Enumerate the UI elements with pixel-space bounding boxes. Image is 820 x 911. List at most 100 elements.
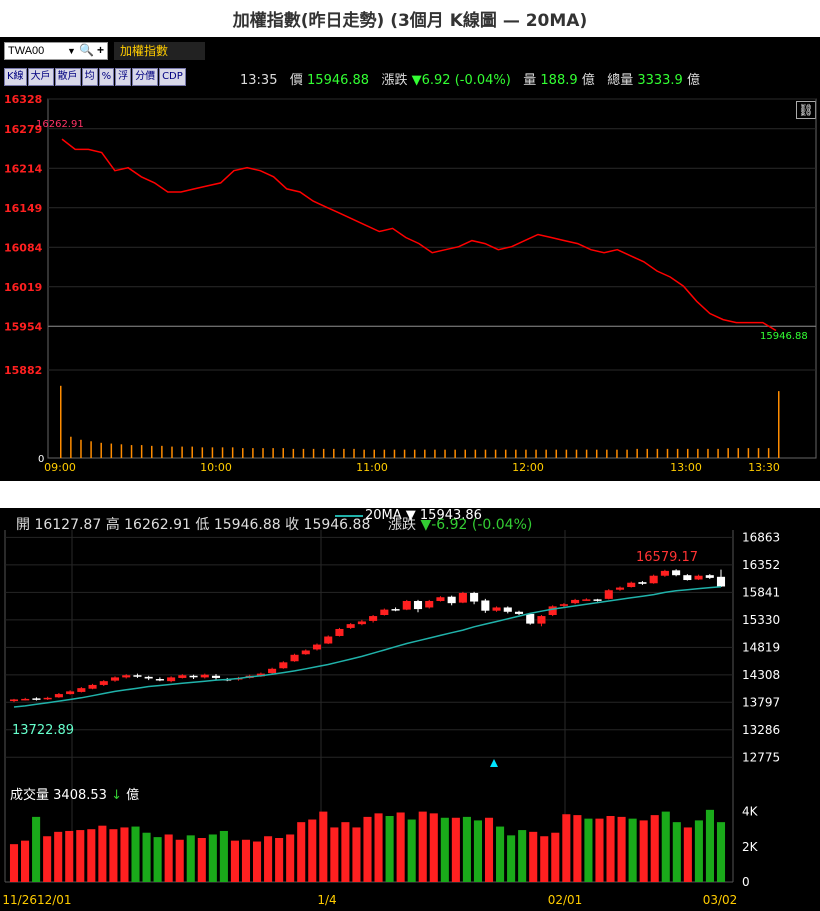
y-tick-label: 16863 [742,530,780,544]
volume-bar [606,816,615,882]
average-button[interactable]: 均 [81,68,98,86]
volume-bar [496,826,505,882]
candle-body [324,636,333,644]
candle-body [77,688,86,692]
volume-bar [676,448,679,458]
x-tick-label: 10:00 [200,461,232,474]
volume-bar [197,838,206,882]
volume-bar [221,447,224,458]
volume-bar [191,446,193,458]
y-tick-label: 14308 [742,668,780,682]
volume-bar [464,449,467,458]
quote-bar: 13:35 價 15946.88 漲跌 ▼6.92 (-0.04%) 量 188… [240,69,700,88]
candle-body [604,590,613,599]
retail-button[interactable]: 散戶 [54,68,81,86]
big-trader-button[interactable]: 大戶 [27,68,54,86]
candle-body [21,698,30,701]
candle-body [548,606,557,615]
volume-value: 188.9 [540,73,578,88]
volume-bar [515,449,517,458]
dropdown-arrow-icon[interactable]: ▼ [67,46,76,56]
float-button[interactable]: 浮 [115,68,132,86]
volume-bar [697,448,699,458]
candle-body [458,592,467,603]
volume-bar [186,835,195,882]
y-tick-label: 13286 [742,723,780,737]
volume-bar [385,816,394,882]
last-annotation: 15946.88 [760,331,808,342]
candle-body [133,675,142,677]
candle-body [470,592,479,602]
ma-legend-text: 20MA ▼ 15943.86 [365,508,482,523]
daily-panel: 16863 16352 15841 15330 14819 14308 13797 13286… [0,508,820,911]
add-icon[interactable]: + [97,43,105,57]
volume-bar [153,837,162,882]
ma-legend: 20MA ▼ 15943.86 [335,508,482,523]
price-distribution-button[interactable]: 分價 [132,68,159,86]
volume-bar [407,819,416,882]
y-tick-label: 16019 [4,281,42,294]
candle-body [54,694,63,698]
candle-body [369,616,378,621]
volume-bar [717,448,719,458]
volume-bar [343,448,345,458]
intraday-panel: TWA00 ▼ 🔍 + 加權指數 K線 大戶 散戶 均 % 浮 分價 CDP 1… [0,37,820,481]
low-annotation: 13722.89 [12,723,74,738]
volume-bar [90,441,92,458]
symbol-input[interactable]: TWA00 ▼ 🔍 + [4,42,108,60]
volume-bar [529,831,538,882]
candle-body [705,575,714,578]
candle-body [167,677,176,682]
volume-bar [264,836,273,882]
x-tick-label: 13:30 [748,461,780,474]
volume-bar [275,838,284,882]
volume-bar [747,448,750,458]
kline-button[interactable]: K線 [4,68,27,86]
intraday-chart: 16328 16279 16214 16149 16084 16019 15954 15882… [4,93,817,474]
volume-bar [575,449,578,458]
volume-bar [98,825,107,882]
volume-header-label: 成交量 [10,788,50,803]
volume-bar [518,830,527,882]
y-tick-label: 16084 [4,241,43,254]
volume-bar [142,832,151,882]
candle-body [144,676,153,679]
volume-bar [322,448,325,458]
volume-bar [778,391,780,458]
percent-button[interactable]: % [98,68,115,86]
volume-bar [585,449,588,458]
search-icon[interactable]: 🔍 [79,43,94,57]
volume-bar [353,448,355,458]
volume-bar [21,840,30,882]
x-tick-label: 03/02 [703,893,738,907]
volume-bar [451,817,460,882]
total-unit: 億 [686,73,700,88]
volume-header: 成交量 3408.53 ↓ 億 [10,784,139,803]
volume-bar [9,844,19,882]
cdp-button[interactable]: CDP [159,68,186,86]
volume-bar [383,449,386,458]
volume-bar [444,449,446,458]
volume-bar [80,439,82,458]
volume-bar [646,448,649,458]
price-series-line [61,138,777,332]
candle-body [290,654,299,662]
volume-bar [272,448,274,458]
volume-bar [639,820,648,882]
volume-bar [140,445,143,458]
change-label: 漲跌 [381,73,408,88]
candle-body [211,675,221,678]
high-annotation: 16579.17 [636,550,698,565]
y-tick-label: 16328 [4,93,42,106]
change-value: ▼6.92 (-0.04%) [411,73,511,88]
candle-body [514,611,524,614]
volume-bar [252,841,262,882]
candle-body [559,604,568,606]
candle-body [571,599,580,604]
volume-bar [312,448,315,458]
volume-bar [231,447,234,458]
volume-bar [333,448,335,458]
volume-bar [617,816,626,882]
candle-body [346,624,355,628]
y-tick-label: 16214 [4,162,43,175]
